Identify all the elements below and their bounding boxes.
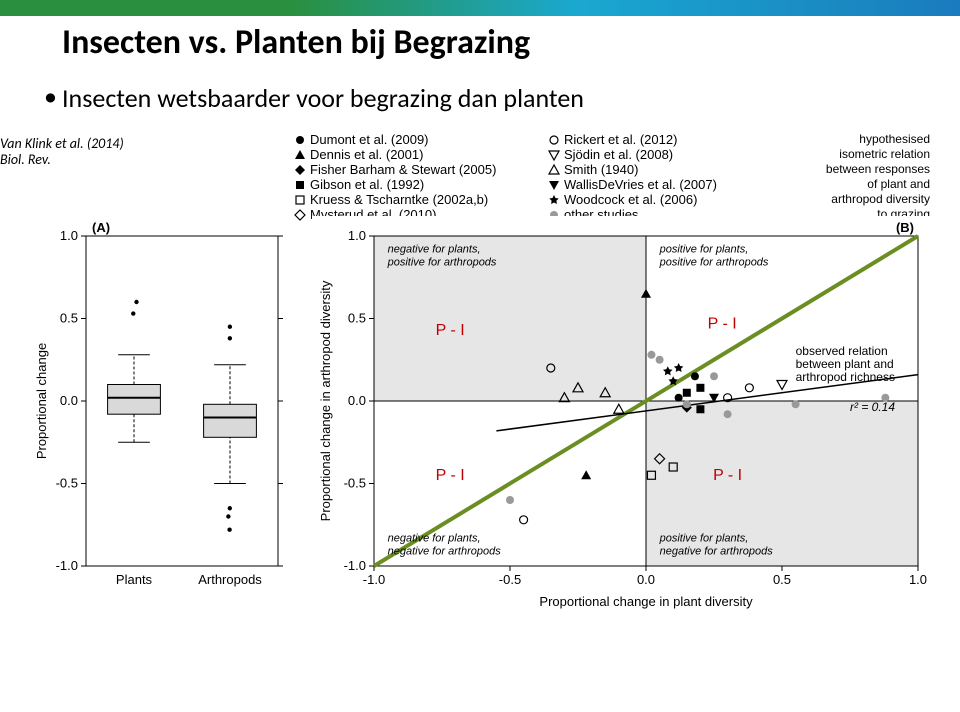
svg-text:between plant and: between plant and xyxy=(796,357,894,371)
svg-text:-0.5: -0.5 xyxy=(344,476,366,491)
svg-text:-1.0: -1.0 xyxy=(363,572,385,587)
panel-a: (A) -1.0 -0.5 0.0 0.5 1.0 Proportional change P… xyxy=(28,216,288,626)
citation-line1: Van Klink et al. (2014) xyxy=(0,135,124,152)
svg-text:(B): (B) xyxy=(896,220,914,235)
svg-text:P - I: P - I xyxy=(436,322,465,339)
svg-text:1.0: 1.0 xyxy=(348,228,366,243)
panel-a-svg: (A) -1.0 -0.5 0.0 0.5 1.0 Proportional change P… xyxy=(28,216,288,656)
svg-text:negative for plants,: negative for plants, xyxy=(388,532,481,544)
svg-text:1.0: 1.0 xyxy=(909,572,927,587)
svg-text:negative for plants,: negative for plants, xyxy=(388,244,481,256)
bullet-text: Insecten wetsbaarder voor begrazing dan … xyxy=(62,82,584,114)
panel-b: (B) -1.0-1.0 -0.5 -0.5 0.0 0.0 0.5 0.5 1.0 1.0 Pro… xyxy=(312,216,932,626)
citation-line2: Biol. Rev. xyxy=(0,151,51,168)
svg-text:P - I: P - I xyxy=(436,467,465,484)
svg-text:positive for plants,: positive for plants, xyxy=(659,532,749,544)
svg-text:-0.5: -0.5 xyxy=(499,572,521,587)
slide: Insecten vs. Planten bij Begrazing Insec… xyxy=(0,0,960,712)
svg-text:Plants: Plants xyxy=(116,572,153,587)
chart-legend: Dumont et al. (2009)Dennis et al. (2001)… xyxy=(292,132,932,208)
svg-text:Arthropods: Arthropods xyxy=(198,572,262,587)
svg-text:-1.0: -1.0 xyxy=(344,558,366,573)
svg-text:(A): (A) xyxy=(92,220,110,235)
svg-text:positive for plants,: positive for plants, xyxy=(659,244,749,256)
svg-text:0.5: 0.5 xyxy=(348,311,366,326)
svg-text:0.5: 0.5 xyxy=(60,311,78,326)
svg-text:positive for arthropods: positive for arthropods xyxy=(387,257,497,269)
svg-text:negative for arthropods: negative for arthropods xyxy=(660,545,774,557)
svg-text:P - I: P - I xyxy=(713,467,742,484)
svg-text:positive for arthropods: positive for arthropods xyxy=(659,257,769,269)
panel-b-svg: (B) -1.0-1.0 -0.5 -0.5 0.0 0.0 0.5 0.5 1.0 1.0 Pro… xyxy=(312,216,932,656)
svg-text:observed relation: observed relation xyxy=(796,344,888,358)
svg-text:-0.5: -0.5 xyxy=(56,476,78,491)
svg-text:P - I: P - I xyxy=(708,315,737,332)
svg-text:Proportional change in arthrop: Proportional change in arthropod diversi… xyxy=(318,280,333,521)
svg-text:Proportional change: Proportional change xyxy=(34,343,49,459)
svg-text:0.5: 0.5 xyxy=(773,572,791,587)
svg-text:Proportional change in plant d: Proportional change in plant diversity xyxy=(539,594,753,609)
svg-text:negative for arthropods: negative for arthropods xyxy=(388,545,502,557)
svg-text:1.0: 1.0 xyxy=(60,228,78,243)
svg-text:0.0: 0.0 xyxy=(348,393,366,408)
slide-title: Insecten vs. Planten bij Begrazing xyxy=(62,22,530,63)
svg-text:0.0: 0.0 xyxy=(637,572,655,587)
svg-text:arthropod richness: arthropod richness xyxy=(796,370,895,384)
header-gradient-bar xyxy=(0,0,960,16)
svg-text:0.0: 0.0 xyxy=(60,393,78,408)
svg-text:-1.0: -1.0 xyxy=(56,558,78,573)
svg-text:r² = 0.14: r² = 0.14 xyxy=(850,400,895,414)
citation: Van Klink et al. (2014) Biol. Rev. xyxy=(0,136,124,168)
